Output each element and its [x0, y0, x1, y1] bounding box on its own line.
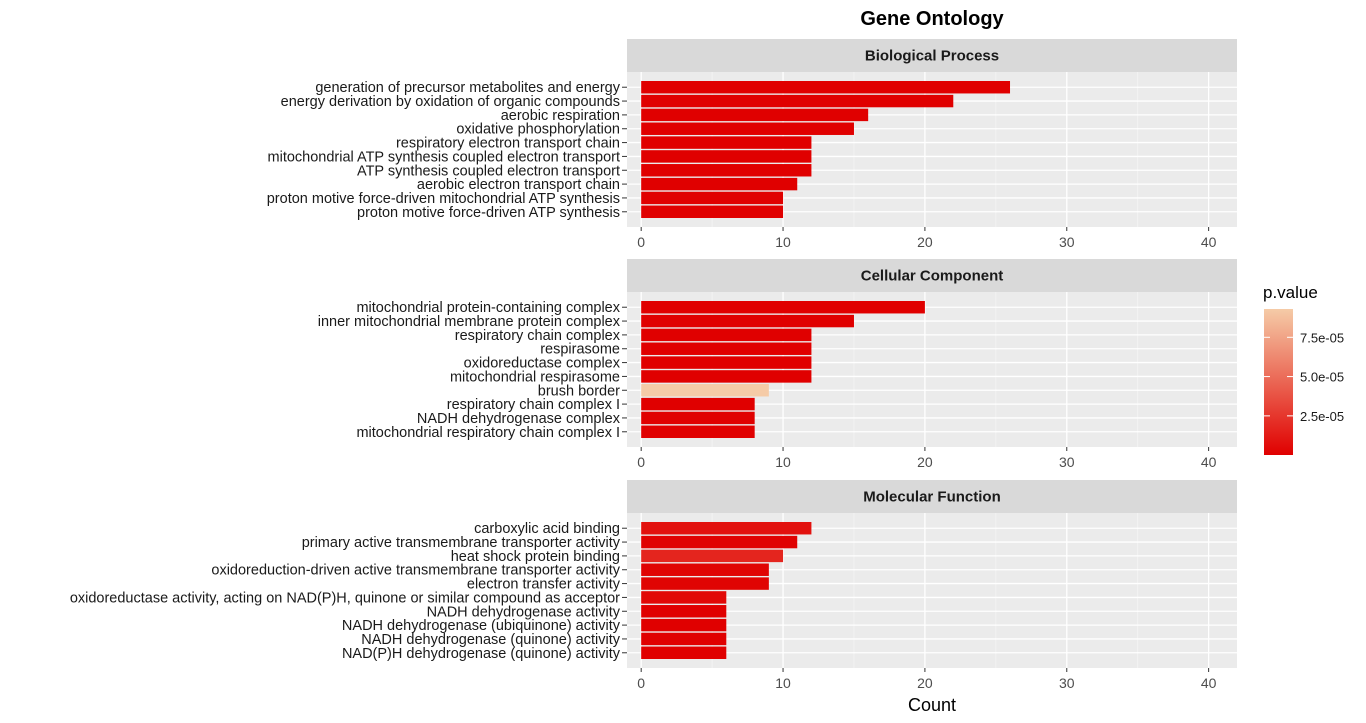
facet-label: Molecular Function: [863, 489, 1001, 506]
bar-atp-synthesis-coupled-electron-transport: [641, 164, 812, 177]
y-tick-label: mitochondrial ATP synthesis coupled elec…: [268, 149, 620, 165]
y-tick-label: heat shock protein binding: [451, 549, 620, 565]
y-tick-label: oxidative phosphorylation: [456, 122, 620, 138]
x-tick-label: 20: [917, 675, 933, 691]
x-tick-label: 20: [917, 454, 933, 470]
x-tick-label: 40: [1201, 234, 1217, 250]
y-tick-label: ATP synthesis coupled electron transport: [357, 163, 620, 179]
facet-strip: [627, 259, 1237, 292]
y-tick-label: energy derivation by oxidation of organi…: [281, 94, 620, 110]
y-tick-label: electron transfer activity: [467, 577, 621, 593]
y-tick-label: mitochondrial respiratory chain complex …: [356, 425, 620, 441]
bar-respirasome: [641, 342, 812, 355]
x-tick-label: 10: [775, 454, 791, 470]
y-tick-label: primary active transmembrane transporter…: [302, 535, 621, 551]
bar-nad-p-h-dehydrogenase-quinone-activity: [641, 646, 727, 660]
pvalue-legend: p.value 2.5e-05 5.0e-05 7.5e-05: [1263, 283, 1344, 455]
legend-tick-label: 5.0e-05: [1300, 370, 1344, 385]
x-tick-label: 40: [1201, 454, 1217, 470]
bar-oxidative-phosphorylation: [641, 122, 854, 135]
bar-primary-active-transmembrane-transporter-activity: [641, 535, 798, 549]
x-tick-label: 0: [637, 234, 645, 250]
legend-tick-label: 7.5e-05: [1300, 330, 1344, 345]
facet-cellular-component: Cellular Component mitochondrial protein-…: [318, 259, 1237, 470]
bar-mitochondrial-respirasome: [641, 370, 812, 383]
y-tick-label: mitochondrial protein-containing complex: [356, 300, 620, 316]
bar-respiratory-electron-transport-chain: [641, 136, 812, 149]
x-tick-label: 40: [1201, 675, 1217, 691]
bar-energy-derivation-by-oxidation-of-organic-compounds: [641, 94, 954, 108]
y-tick-label: oxidoreductase activity, acting on NAD(P…: [70, 590, 620, 606]
y-tick-label: oxidoreduction-driven active transmembra…: [211, 563, 620, 579]
bar-generation-of-precursor-metabolites-and-energy: [641, 80, 1011, 94]
y-tick-label: aerobic electron transport chain: [417, 177, 620, 193]
y-tick-label: aerobic respiration: [501, 108, 620, 124]
bar-respiratory-chain-complex: [641, 328, 812, 342]
bar-proton-motive-force-driven-atp-synthesis: [641, 205, 784, 219]
bar-oxidoreduction-driven-active-transmembrane-transporter-activity: [641, 563, 769, 576]
bar-aerobic-electron-transport-chain: [641, 177, 798, 191]
bar-carboxylic-acid-binding: [641, 521, 812, 535]
legend-title: p.value: [1263, 283, 1318, 302]
y-tick-label: generation of precursor metabolites and …: [315, 80, 620, 96]
y-tick-label: respiratory chain complex: [455, 328, 621, 344]
y-tick-label: NADH dehydrogenase activity: [427, 604, 621, 620]
bar-proton-motive-force-driven-mitochondrial-atp-synthesis: [641, 191, 784, 205]
bar-brush-border: [641, 384, 769, 397]
x-tick-label: 0: [637, 675, 645, 691]
x-tick-label: 30: [1059, 234, 1075, 250]
bar-nadh-dehydrogenase-activity: [641, 605, 727, 618]
x-tick-label: 30: [1059, 675, 1075, 691]
facet-strip: [627, 39, 1237, 72]
bar-electron-transfer-activity: [641, 577, 769, 590]
x-tick-label: 0: [637, 454, 645, 470]
bar-nadh-dehydrogenase-ubiquinone-activity: [641, 618, 727, 632]
facet-label: Biological Process: [865, 48, 999, 65]
bar-inner-mitochondrial-membrane-protein-complex: [641, 314, 854, 328]
x-tick-label: 20: [917, 234, 933, 250]
facet-strip: [627, 480, 1237, 513]
bar-respiratory-chain-complex-i: [641, 397, 755, 411]
y-tick-label: proton motive force-driven ATP synthesis: [357, 205, 620, 221]
chart-title: Gene Ontology: [860, 8, 1004, 30]
y-tick-label: proton motive force-driven mitochondrial…: [267, 191, 620, 207]
bar-heat-shock-protein-binding: [641, 549, 784, 563]
facet-label: Cellular Component: [861, 268, 1004, 285]
y-tick-label: respirasome: [540, 342, 620, 358]
y-tick-label: carboxylic acid binding: [474, 521, 620, 537]
bar-aerobic-respiration: [641, 108, 869, 122]
bar-mitochondrial-atp-synthesis-coupled-electron-transport: [641, 150, 812, 163]
bar-mitochondrial-respiratory-chain-complex-i: [641, 425, 755, 439]
y-tick-label: NADH dehydrogenase (quinone) activity: [361, 632, 620, 648]
facet-molecular-function: Molecular Function carboxylic acid bindin…: [70, 480, 1237, 691]
legend-ticks: 2.5e-05 5.0e-05 7.5e-05: [1264, 330, 1344, 424]
facet-panels: Biological Process generation of precurso…: [70, 39, 1237, 691]
y-tick-label: brush border: [538, 383, 620, 399]
x-tick-label: 30: [1059, 454, 1075, 470]
bar-nadh-dehydrogenase-quinone-activity: [641, 632, 727, 646]
bar-oxidoreductase-complex: [641, 356, 812, 369]
y-tick-label: NAD(P)H dehydrogenase (quinone) activity: [342, 646, 621, 662]
legend-tick-label: 2.5e-05: [1300, 409, 1344, 424]
facet-biological-process: Biological Process generation of precurso…: [267, 39, 1237, 250]
bar-mitochondrial-protein-containing-complex: [641, 300, 925, 314]
y-tick-label: respiratory chain complex I: [447, 397, 620, 413]
x-tick-label: 10: [775, 234, 791, 250]
bar-oxidoreductase-activity-acting-on-nad-p-h-quinone-or-similar-compound-as-acceptor: [641, 591, 727, 604]
y-tick-label: mitochondrial respirasome: [450, 369, 620, 385]
legend-colorbar: [1264, 309, 1293, 455]
y-tick-label: inner mitochondrial membrane protein com…: [318, 314, 621, 330]
x-axis-title: Count: [908, 695, 956, 715]
bar-nadh-dehydrogenase-complex: [641, 411, 755, 425]
y-tick-label: respiratory electron transport chain: [396, 136, 620, 152]
x-tick-label: 10: [775, 675, 791, 691]
y-tick-label: NADH dehydrogenase (ubiquinone) activity: [342, 618, 621, 634]
y-tick-label: oxidoreductase complex: [464, 356, 621, 372]
y-tick-label: NADH dehydrogenase complex: [417, 411, 621, 427]
